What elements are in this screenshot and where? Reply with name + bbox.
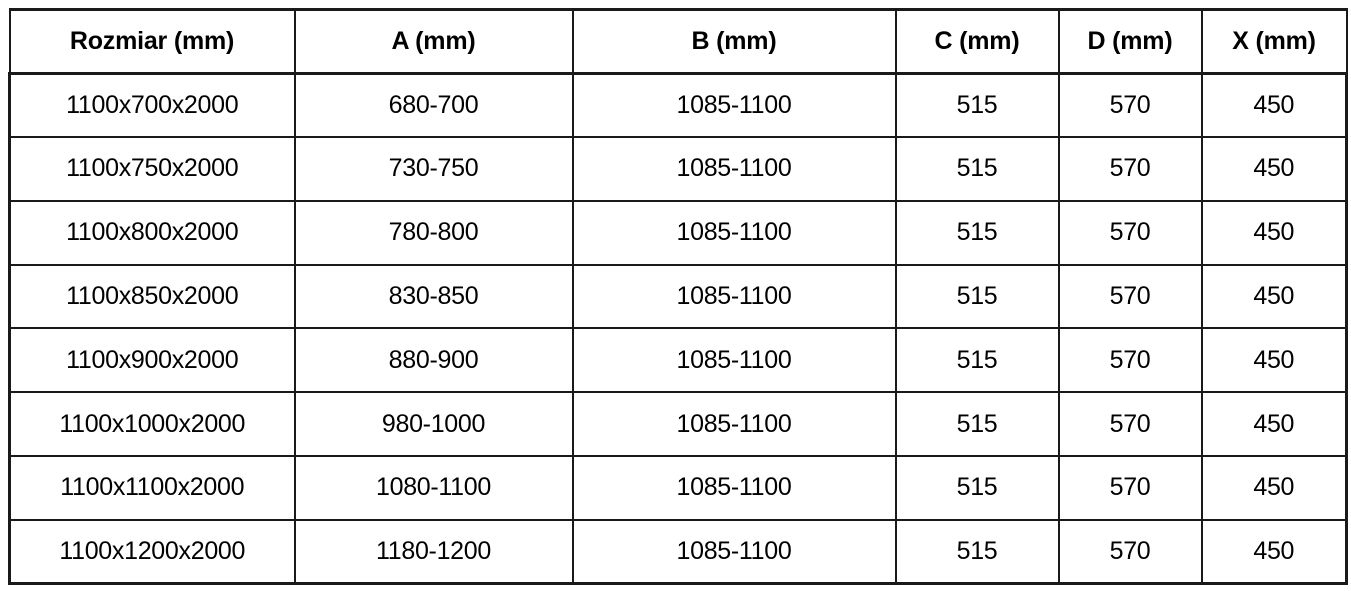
cell-a: 730-750 xyxy=(293,136,574,202)
cell-c: 515 xyxy=(894,455,1060,521)
cell-c: 515 xyxy=(894,72,1060,139)
cell-b: 1085-1100 xyxy=(571,455,897,521)
cell-x: 450 xyxy=(1200,391,1348,458)
cell-d: 570 xyxy=(1057,391,1203,458)
cell-rozmiar: 1100x1100x2000 xyxy=(8,455,296,521)
cell-x: 450 xyxy=(1200,136,1348,202)
table-row: 1100x1100x2000 1080-1100 1085-1100 515 5… xyxy=(8,455,1348,521)
cell-a: 830-850 xyxy=(293,263,574,330)
cell-rozmiar: 1100x850x2000 xyxy=(8,263,296,330)
dimensions-table-container: Rozmiar (mm) A (mm) B (mm) C (mm) D (mm)… xyxy=(8,8,1348,586)
cell-x: 450 xyxy=(1200,199,1348,266)
cell-c: 515 xyxy=(894,136,1060,202)
table-row: 1100x700x2000 680-700 1085-1100 515 570 … xyxy=(8,72,1348,139)
cell-a: 980-1000 xyxy=(293,391,574,458)
table-row: 1100x900x2000 880-900 1085-1100 515 570 … xyxy=(8,327,1348,394)
table-header-row: Rozmiar (mm) A (mm) B (mm) C (mm) D (mm)… xyxy=(8,8,1348,75)
cell-b: 1085-1100 xyxy=(571,391,897,458)
table-header: Rozmiar (mm) A (mm) B (mm) C (mm) D (mm)… xyxy=(8,8,1348,75)
cell-d: 570 xyxy=(1057,263,1203,330)
table-row: 1100x750x2000 730-750 1085-1100 515 570 … xyxy=(8,136,1348,202)
column-header-d: D (mm) xyxy=(1057,8,1203,75)
cell-a: 1180-1200 xyxy=(293,518,574,586)
table-row: 1100x850x2000 830-850 1085-1100 515 570 … xyxy=(8,263,1348,330)
cell-a: 880-900 xyxy=(293,327,574,394)
table-row: 1100x1000x2000 980-1000 1085-1100 515 57… xyxy=(8,391,1348,458)
cell-c: 515 xyxy=(894,518,1060,586)
cell-b: 1085-1100 xyxy=(571,199,897,266)
cell-x: 450 xyxy=(1200,455,1348,521)
cell-rozmiar: 1100x700x2000 xyxy=(8,72,296,139)
cell-rozmiar: 1100x800x2000 xyxy=(8,199,296,266)
cell-x: 450 xyxy=(1200,72,1348,139)
table-body: 1100x700x2000 680-700 1085-1100 515 570 … xyxy=(8,72,1348,586)
cell-x: 450 xyxy=(1200,518,1348,586)
cell-a: 780-800 xyxy=(293,199,574,266)
cell-d: 570 xyxy=(1057,455,1203,521)
cell-x: 450 xyxy=(1200,263,1348,330)
cell-d: 570 xyxy=(1057,136,1203,202)
cell-d: 570 xyxy=(1057,72,1203,139)
cell-a: 1080-1100 xyxy=(293,455,574,521)
cell-c: 515 xyxy=(894,327,1060,394)
cell-d: 570 xyxy=(1057,327,1203,394)
shower-enclosure-dimensions-table: Rozmiar (mm) A (mm) B (mm) C (mm) D (mm)… xyxy=(8,8,1348,586)
table-row: 1100x1200x2000 1180-1200 1085-1100 515 5… xyxy=(8,518,1348,586)
cell-d: 570 xyxy=(1057,518,1203,586)
cell-b: 1085-1100 xyxy=(571,263,897,330)
column-header-b: B (mm) xyxy=(571,8,897,75)
cell-b: 1085-1100 xyxy=(571,136,897,202)
cell-rozmiar: 1100x750x2000 xyxy=(8,136,296,202)
cell-b: 1085-1100 xyxy=(571,72,897,139)
column-header-a: A (mm) xyxy=(293,8,574,75)
column-header-rozmiar: Rozmiar (mm) xyxy=(8,8,296,75)
cell-c: 515 xyxy=(894,199,1060,266)
cell-x: 450 xyxy=(1200,327,1348,394)
table-row: 1100x800x2000 780-800 1085-1100 515 570 … xyxy=(8,199,1348,266)
cell-a: 680-700 xyxy=(293,72,574,139)
cell-b: 1085-1100 xyxy=(571,327,897,394)
cell-rozmiar: 1100x1200x2000 xyxy=(8,518,296,586)
cell-c: 515 xyxy=(894,391,1060,458)
column-header-x: X (mm) xyxy=(1200,8,1348,75)
cell-rozmiar: 1100x900x2000 xyxy=(8,327,296,394)
cell-rozmiar: 1100x1000x2000 xyxy=(8,391,296,458)
column-header-c: C (mm) xyxy=(894,8,1060,75)
cell-d: 570 xyxy=(1057,199,1203,266)
cell-c: 515 xyxy=(894,263,1060,330)
cell-b: 1085-1100 xyxy=(571,518,897,586)
